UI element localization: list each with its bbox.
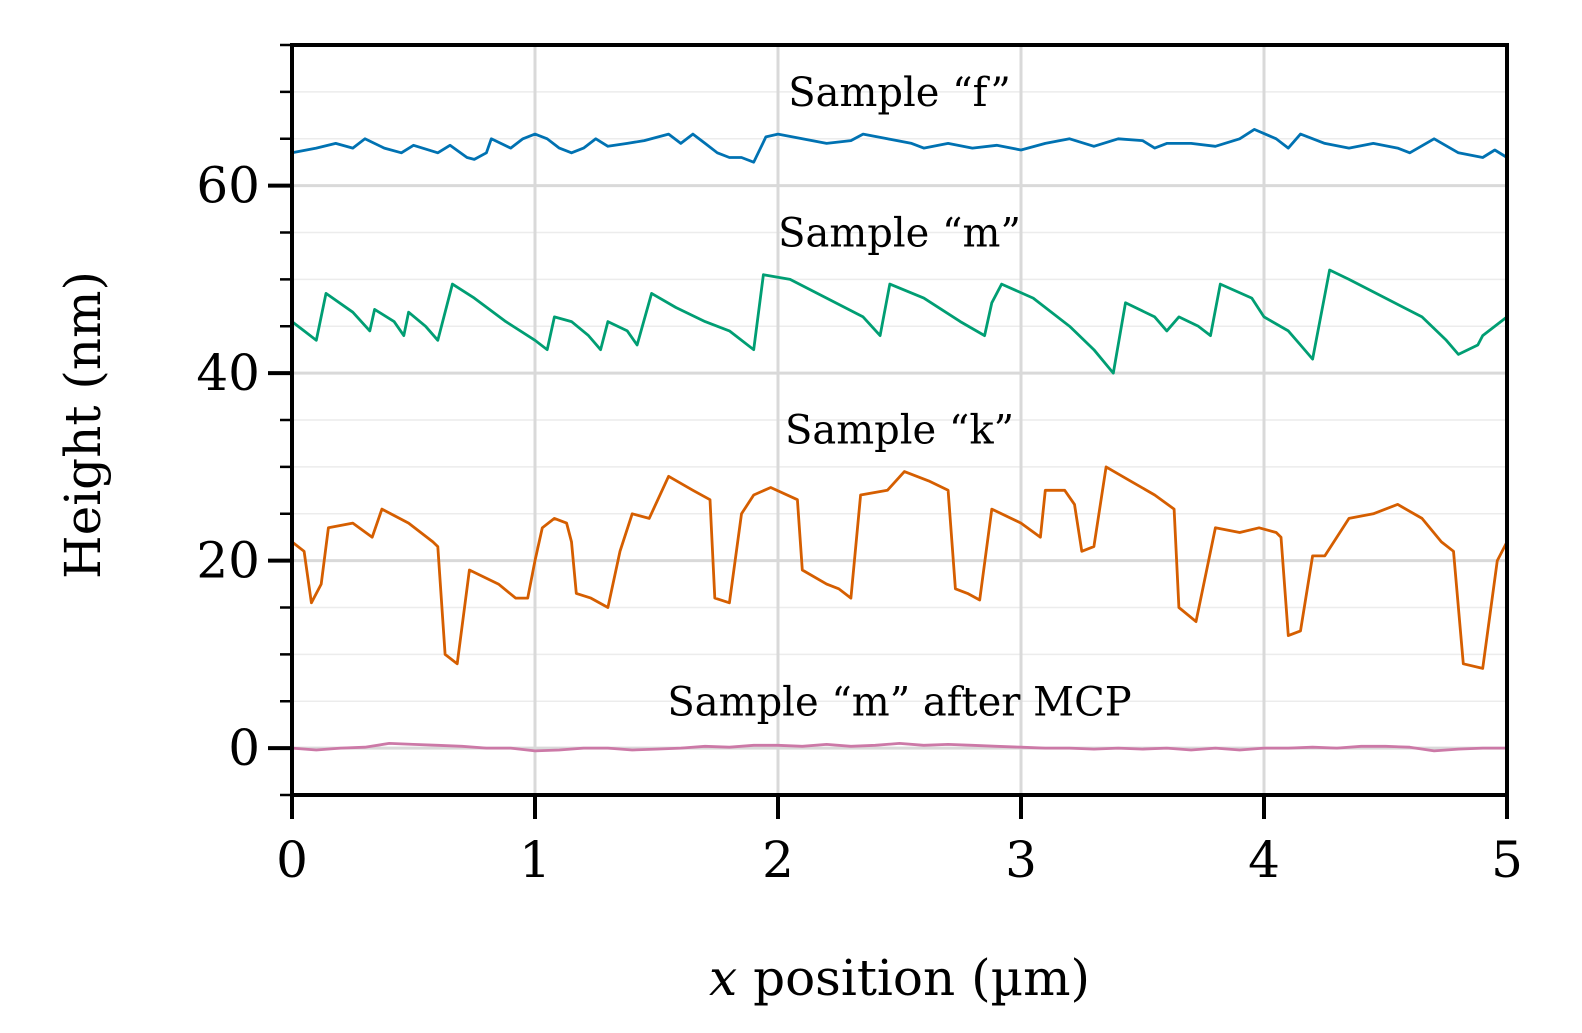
series-line-3 xyxy=(290,742,1509,753)
y-tick-label: 0 xyxy=(228,719,260,777)
x-tick-label: 3 xyxy=(1005,831,1037,889)
series-line-1 xyxy=(290,268,1509,375)
y-tick-label: 20 xyxy=(196,532,260,590)
series-label-0: Sample “f” xyxy=(788,70,1011,116)
x-tick-label: 5 xyxy=(1491,831,1523,889)
series-label-1: Sample “m” xyxy=(778,211,1021,257)
x-axis-label: x position (µm) xyxy=(709,949,1090,1007)
x-tick-label: 4 xyxy=(1248,831,1280,889)
x-axis-label-variable: x xyxy=(709,949,737,1007)
series-labels: Sample “f” Sample “m” Sample “k” Sample “m”… xyxy=(667,70,1131,725)
series-label-2: Sample “k” xyxy=(785,407,1014,453)
x-tick-label: 2 xyxy=(762,831,794,889)
x-tick-label: 0 xyxy=(276,831,308,889)
series-line-0 xyxy=(290,128,1509,164)
x-tick-label: 1 xyxy=(519,831,551,889)
y-tick-label: 60 xyxy=(196,157,260,215)
y-axis-label: Height (nm) xyxy=(54,271,112,579)
ticks: 0 20 40 60 0 1 2 3 4 5 xyxy=(196,43,1523,889)
series-group xyxy=(290,128,1509,753)
series-line-2 xyxy=(290,465,1509,670)
x-axis-label-text: position (µm) xyxy=(737,949,1090,1007)
series-label-3: Sample “m” after MCP xyxy=(667,679,1131,725)
y-tick-label: 40 xyxy=(196,344,260,402)
